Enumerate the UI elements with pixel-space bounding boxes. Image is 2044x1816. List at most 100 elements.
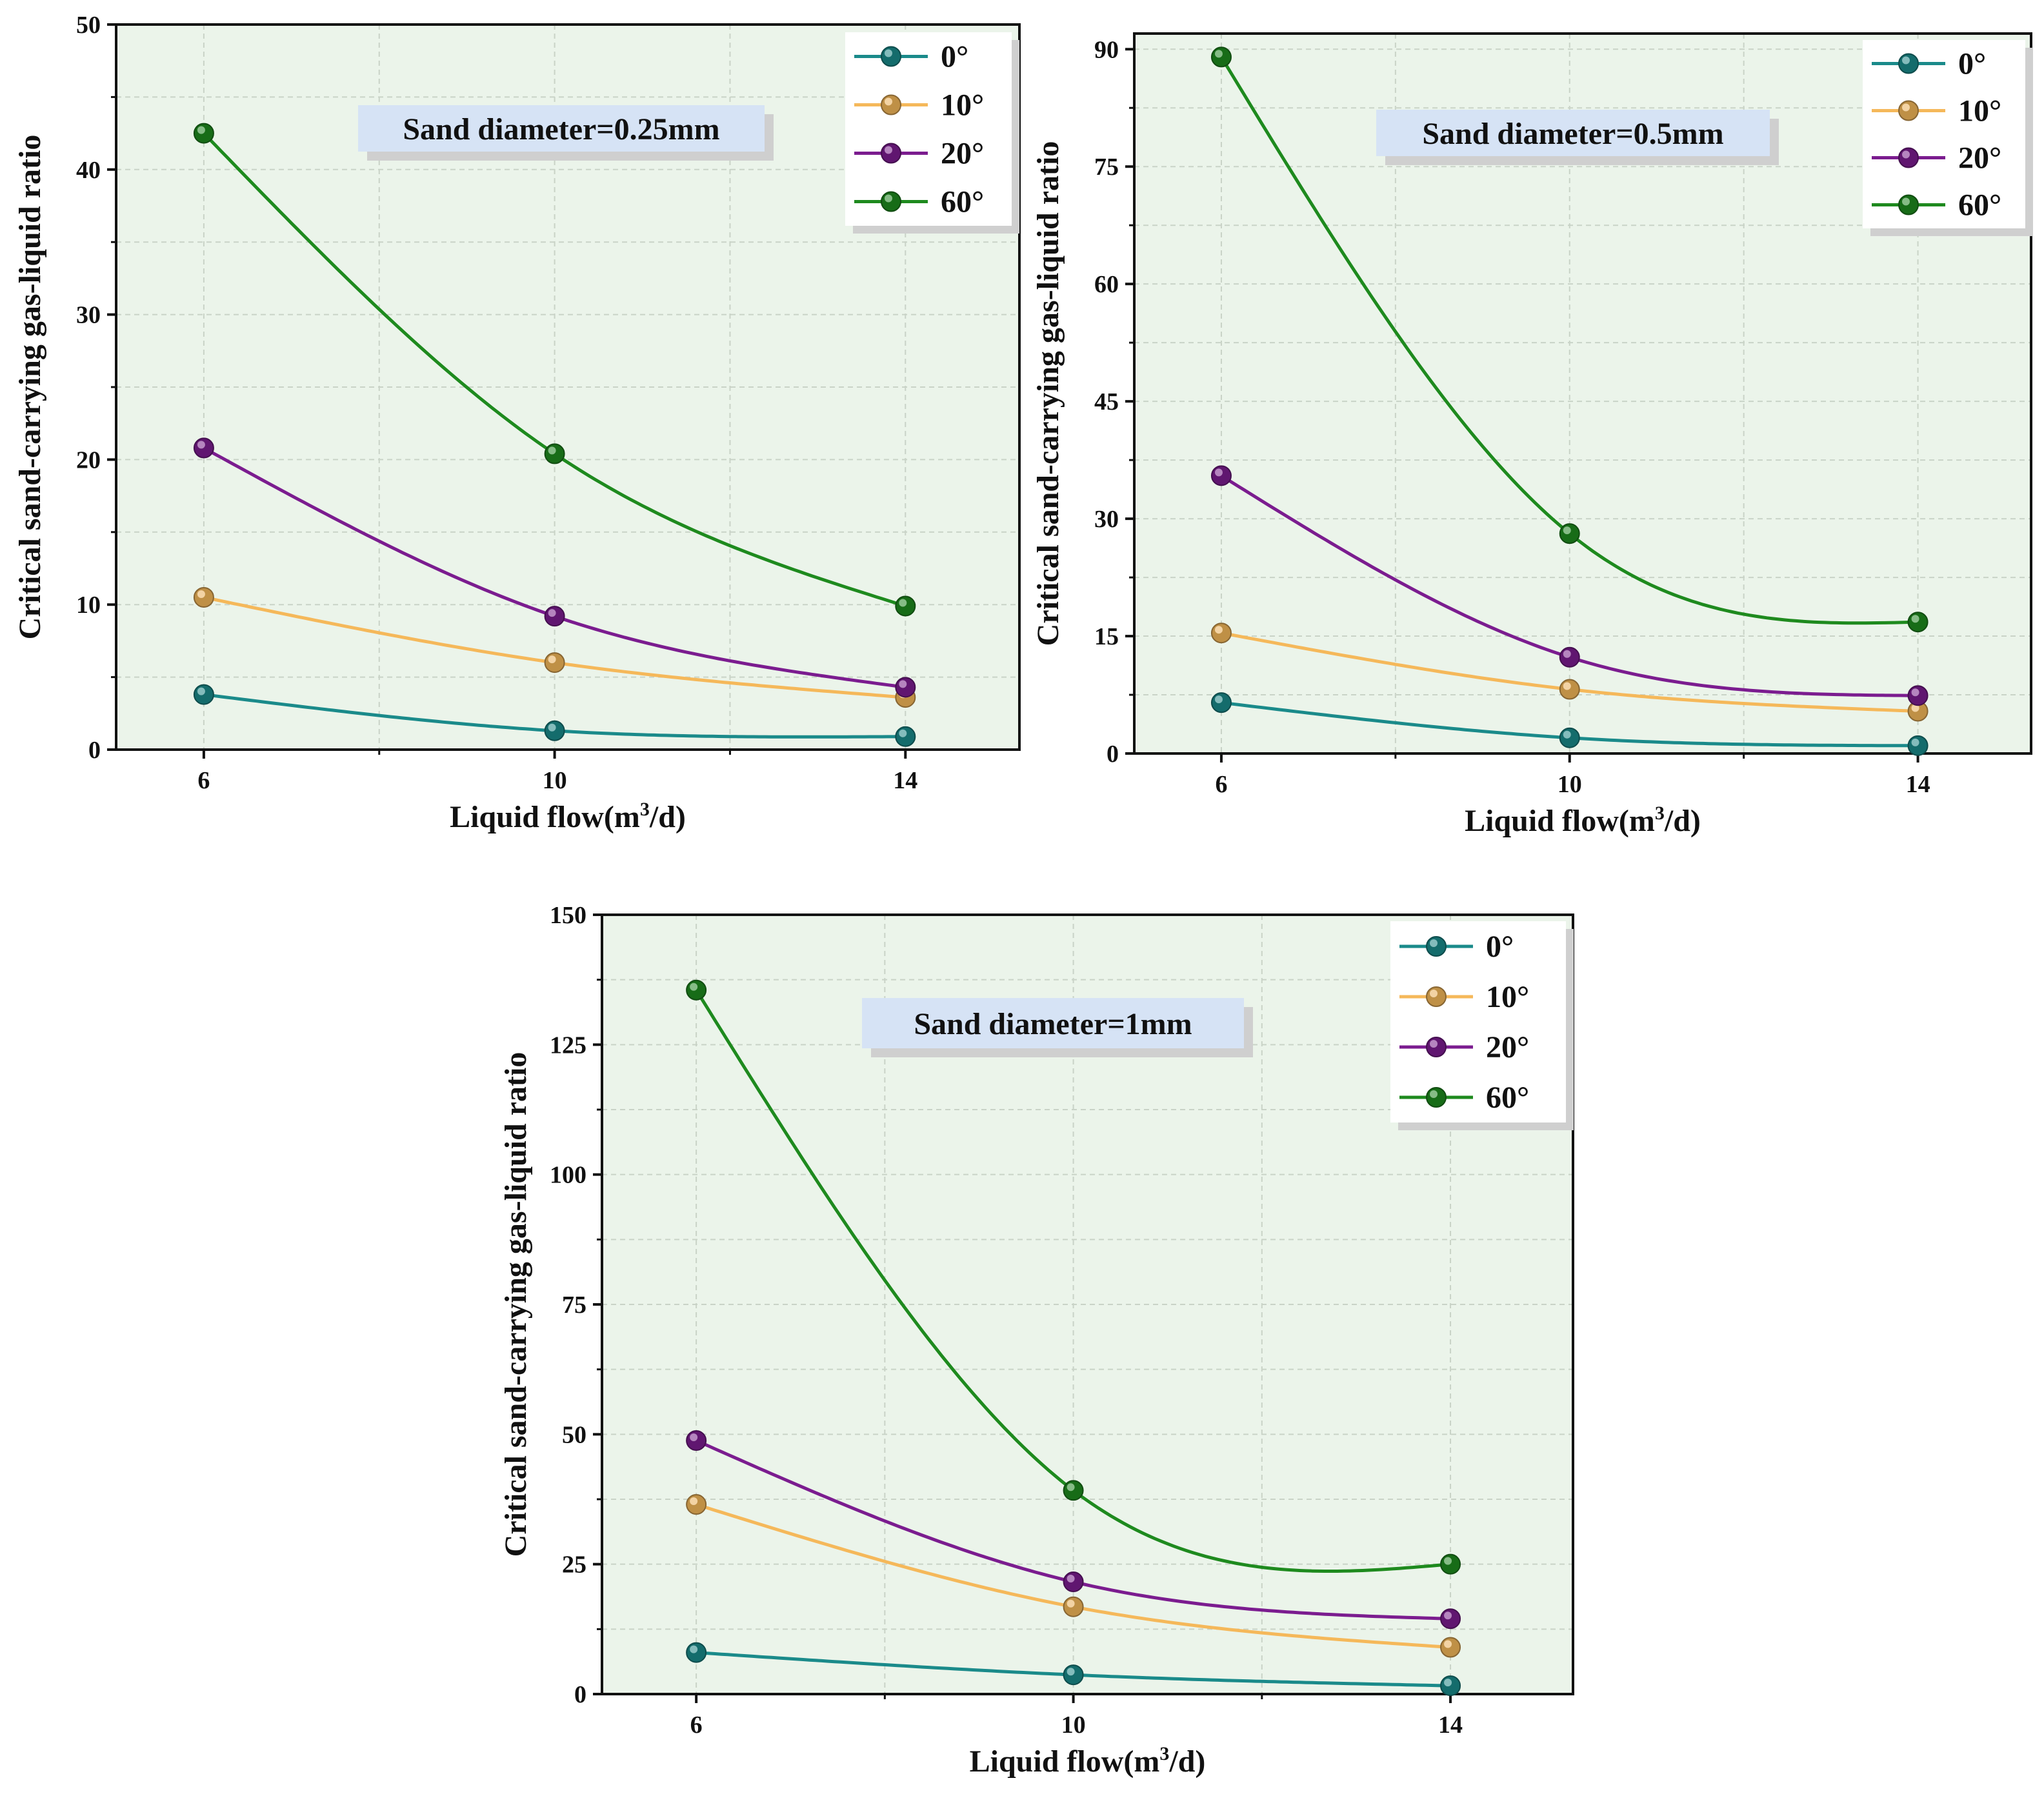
- legend-marker-highlight: [1430, 1040, 1438, 1048]
- data-point-s0-p2: [1440, 1675, 1461, 1697]
- data-point-highlight: [1563, 650, 1571, 658]
- data-point-highlight: [548, 609, 556, 617]
- annotation-box: [862, 998, 1244, 1048]
- legend-marker-highlight: [1430, 939, 1438, 947]
- legend-marker-highlight: [885, 146, 892, 154]
- data-point-s0-p2: [1907, 735, 1929, 756]
- data-point-highlight: [1214, 50, 1223, 58]
- y-tick-label: 25: [562, 1552, 586, 1579]
- legend-marker-2: [1898, 147, 1919, 168]
- data-point-s3-p0: [686, 979, 707, 1001]
- x-tick-label: 10: [1061, 1711, 1086, 1739]
- y-tick-label: 75: [1094, 154, 1119, 181]
- annotation-box: [1376, 110, 1770, 156]
- data-point-s1-p1: [1063, 1596, 1084, 1617]
- y-tick-label: 30: [1094, 506, 1119, 533]
- legend-marker-1: [1898, 100, 1919, 121]
- data-point-highlight: [1911, 738, 1919, 746]
- data-point-s3-p2: [895, 595, 916, 617]
- legend-marker-0: [1898, 53, 1919, 74]
- y-tick-label: 90: [1094, 36, 1119, 63]
- y-tick-label: 60: [1094, 271, 1119, 298]
- data-point-s1-p1: [544, 652, 565, 674]
- data-point-s1-p0: [1210, 623, 1232, 644]
- y-tick-label: 50: [562, 1421, 586, 1448]
- data-point-s3-p1: [1559, 523, 1580, 544]
- data-point-highlight: [1563, 730, 1571, 739]
- legend-marker-2: [1426, 1037, 1447, 1057]
- legend-marker-3: [881, 191, 901, 212]
- y-tick-label: 100: [550, 1162, 586, 1189]
- x-axis-title: Liquid flow(m3/d): [1465, 803, 1701, 838]
- data-point-highlight: [1067, 1575, 1075, 1583]
- data-point-s2-p2: [1440, 1608, 1461, 1630]
- legend-marker-2: [881, 143, 901, 164]
- annotation-text: Sand diameter=0.25mm: [403, 112, 719, 146]
- legend-label-1: 10°: [941, 88, 984, 123]
- annotation-text: Sand diameter=0.5mm: [1422, 117, 1723, 151]
- data-point-s0-p0: [686, 1642, 707, 1663]
- legend-label-3: 60°: [1958, 188, 2001, 223]
- data-point-highlight: [197, 687, 205, 695]
- data-point-s0-p1: [544, 720, 565, 741]
- data-point-s1-p2: [1440, 1637, 1461, 1658]
- data-point-highlight: [1214, 468, 1223, 477]
- data-point-highlight: [1067, 1599, 1075, 1608]
- y-tick-label: 45: [1094, 388, 1119, 415]
- data-point-highlight: [1444, 1640, 1452, 1648]
- legend-label-3: 60°: [1486, 1081, 1529, 1115]
- data-point-highlight: [690, 1433, 698, 1441]
- data-point-s1-p1: [1559, 679, 1580, 700]
- legend-box: [845, 32, 1012, 226]
- data-point-highlight: [1911, 688, 1919, 697]
- annotation-text: Sand diameter=1mm: [914, 1007, 1192, 1041]
- data-point-s0-p1: [1063, 1664, 1084, 1686]
- y-axis-title: Critical sand-carrying gas-liquid ratio: [1031, 141, 1065, 646]
- data-point-s3-p2: [1440, 1553, 1461, 1575]
- data-point-s2-p1: [1063, 1572, 1084, 1593]
- y-tick-label: 40: [76, 157, 101, 184]
- grid: [1134, 34, 2031, 754]
- data-point-highlight: [1563, 526, 1571, 535]
- legend-marker-highlight: [1902, 103, 1910, 112]
- data-point-s0-p0: [193, 684, 214, 705]
- data-point-s0-p0: [1210, 692, 1232, 713]
- x-axis-title: Liquid flow(m3/d): [970, 1743, 1206, 1779]
- data-point-highlight: [548, 723, 556, 732]
- data-point-s3-p0: [1210, 46, 1232, 68]
- data-point-highlight: [1911, 704, 1919, 712]
- chart-panel-sand-0-25mm: 0 10 20 30 40 50 6 10 14 Liquid flow(m3/d) Critica…: [13, 12, 1021, 834]
- data-point-highlight: [1067, 1668, 1075, 1676]
- legend-marker-3: [1426, 1087, 1447, 1108]
- data-point-s0-p1: [1559, 727, 1580, 748]
- data-point-highlight: [1214, 626, 1223, 634]
- y-axis-title: Critical sand-carrying gas-liquid ratio: [13, 135, 47, 640]
- legend-marker-highlight: [1902, 56, 1910, 65]
- y-tick-label: 125: [550, 1032, 586, 1059]
- data-point-s3-p1: [544, 443, 565, 464]
- chart-panel-sand-0-5mm: 0 15 30 45 60 75 90 6 10 14 Liquid flow(m3/d) Criti…: [1031, 32, 2033, 838]
- y-tick-label: 10: [76, 592, 101, 619]
- x-axis-title: Liquid flow(m3/d): [450, 799, 686, 834]
- legend-marker-0: [1426, 936, 1447, 957]
- data-point-highlight: [1444, 1611, 1452, 1620]
- legend-marker-highlight: [885, 49, 892, 57]
- legend-marker-0: [881, 46, 901, 67]
- data-point-highlight: [1067, 1483, 1075, 1492]
- y-tick-label: 15: [1094, 623, 1119, 650]
- legend-label-2: 20°: [1958, 141, 2001, 175]
- x-tick-label: 10: [543, 767, 567, 794]
- legend-label-3: 60°: [941, 185, 984, 219]
- data-point-highlight: [899, 729, 907, 737]
- legend-label-0: 0°: [941, 40, 968, 74]
- data-point-s3-p1: [1063, 1480, 1084, 1501]
- y-tick-label: 0: [1107, 741, 1119, 768]
- data-point-highlight: [197, 126, 205, 134]
- axes-frame: [1133, 32, 2032, 755]
- legend-label-2: 20°: [941, 137, 984, 171]
- data-point-s2-p0: [193, 437, 214, 459]
- legend-marker-1: [881, 94, 901, 115]
- data-point-s1-p0: [686, 1494, 707, 1515]
- data-point-s2-p0: [1210, 465, 1232, 486]
